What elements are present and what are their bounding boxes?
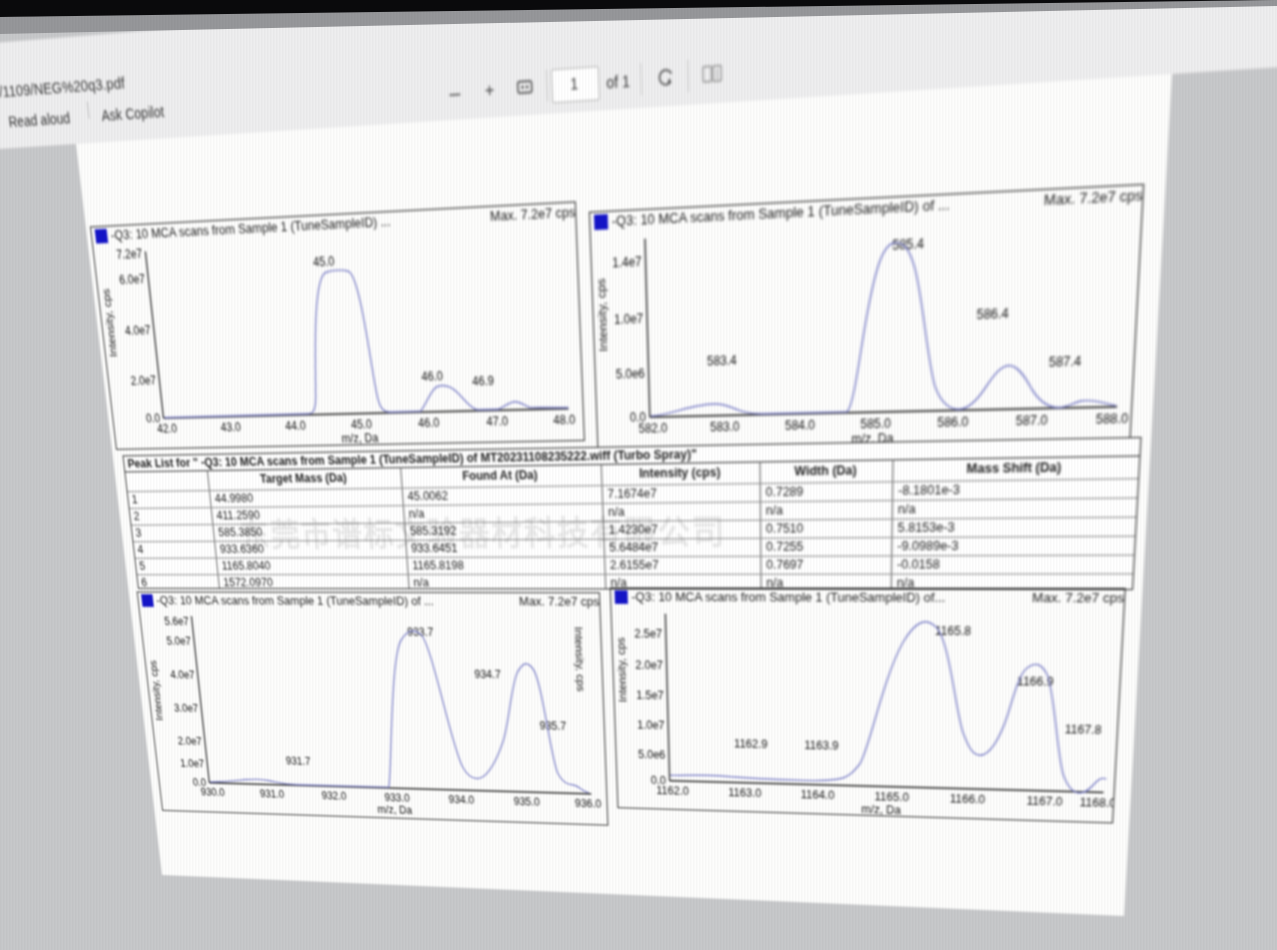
svg-text:1162.9: 1162.9 [734, 738, 768, 751]
svg-text:1.0e7: 1.0e7 [614, 312, 644, 327]
svg-text:1.0e7: 1.0e7 [637, 719, 665, 732]
svg-text:5.6e7: 5.6e7 [164, 616, 190, 628]
svg-text:1166.0: 1166.0 [950, 793, 986, 807]
svg-text:m/z, Da: m/z, Da [861, 803, 901, 817]
svg-text:2.0e7: 2.0e7 [635, 659, 663, 672]
svg-text:5.0e6: 5.0e6 [616, 367, 645, 382]
svg-text:585.0: 585.0 [860, 417, 891, 432]
svg-text:46.9: 46.9 [472, 374, 494, 388]
svg-text:5.0e6: 5.0e6 [638, 749, 666, 762]
svg-text:2.0e7: 2.0e7 [130, 374, 157, 388]
svg-text:47.0: 47.0 [486, 415, 509, 429]
svg-text:583.0: 583.0 [710, 420, 740, 434]
svg-text:586.0: 586.0 [937, 415, 969, 430]
svg-text:1167.0: 1167.0 [1026, 795, 1063, 809]
svg-text:934.0: 934.0 [448, 794, 475, 807]
svg-text:46.0: 46.0 [421, 370, 444, 384]
svg-text:4.0e7: 4.0e7 [124, 324, 151, 338]
svg-text:2.5e7: 2.5e7 [634, 628, 662, 641]
svg-text:931.0: 931.0 [259, 788, 285, 800]
svg-text:7.2e7: 7.2e7 [116, 247, 143, 262]
svg-text:m/z, Da: m/z, Da [341, 432, 379, 446]
svg-text:46.0: 46.0 [418, 416, 440, 430]
svg-text:1.0e7: 1.0e7 [180, 758, 205, 770]
svg-text:4.0e7: 4.0e7 [170, 669, 195, 681]
svg-text:931.7: 931.7 [285, 755, 311, 767]
svg-text:588.0: 588.0 [1095, 412, 1129, 427]
svg-text:1167.8: 1167.8 [1065, 723, 1102, 737]
svg-text:1164.0: 1164.0 [801, 789, 835, 802]
svg-text:48.0: 48.0 [553, 413, 576, 427]
svg-text:1162.0: 1162.0 [656, 785, 689, 798]
svg-text:936.0: 936.0 [575, 798, 602, 811]
svg-text:935.7: 935.7 [539, 720, 566, 733]
svg-text:934.7: 934.7 [474, 669, 501, 682]
svg-text:587.0: 587.0 [1015, 413, 1048, 428]
svg-text:930.0: 930.0 [200, 787, 225, 799]
svg-text:45.0: 45.0 [351, 418, 373, 432]
svg-text:1165.8: 1165.8 [935, 625, 971, 639]
svg-text:5.0e7: 5.0e7 [166, 635, 192, 647]
svg-text:1.4e7: 1.4e7 [612, 255, 642, 271]
svg-text:584.0: 584.0 [785, 418, 816, 433]
svg-text:1163.9: 1163.9 [804, 739, 838, 752]
svg-text:587.4: 587.4 [1049, 354, 1083, 370]
svg-text:582.0: 582.0 [638, 422, 668, 436]
svg-text:2.0e7: 2.0e7 [177, 736, 202, 748]
svg-text:935.0: 935.0 [513, 796, 540, 809]
svg-text:m/z, Da: m/z, Da [377, 804, 413, 817]
svg-text:932.0: 932.0 [321, 790, 347, 802]
svg-text:44.0: 44.0 [285, 420, 307, 434]
svg-text:933.7: 933.7 [407, 626, 434, 639]
svg-text:45.0: 45.0 [313, 255, 336, 270]
svg-text:586.4: 586.4 [976, 307, 1009, 323]
svg-text:43.0: 43.0 [220, 421, 242, 434]
svg-text:3.0e7: 3.0e7 [173, 703, 198, 715]
svg-text:1163.0: 1163.0 [728, 787, 762, 800]
svg-text:1165.0: 1165.0 [875, 791, 910, 804]
svg-text:6.0e7: 6.0e7 [119, 273, 146, 288]
svg-text:933.0: 933.0 [384, 792, 410, 804]
svg-text:1168.0: 1168.0 [1079, 796, 1116, 810]
svg-text:1.5e7: 1.5e7 [636, 689, 664, 702]
svg-text:42.0: 42.0 [157, 422, 178, 435]
svg-text:583.4: 583.4 [707, 354, 737, 369]
